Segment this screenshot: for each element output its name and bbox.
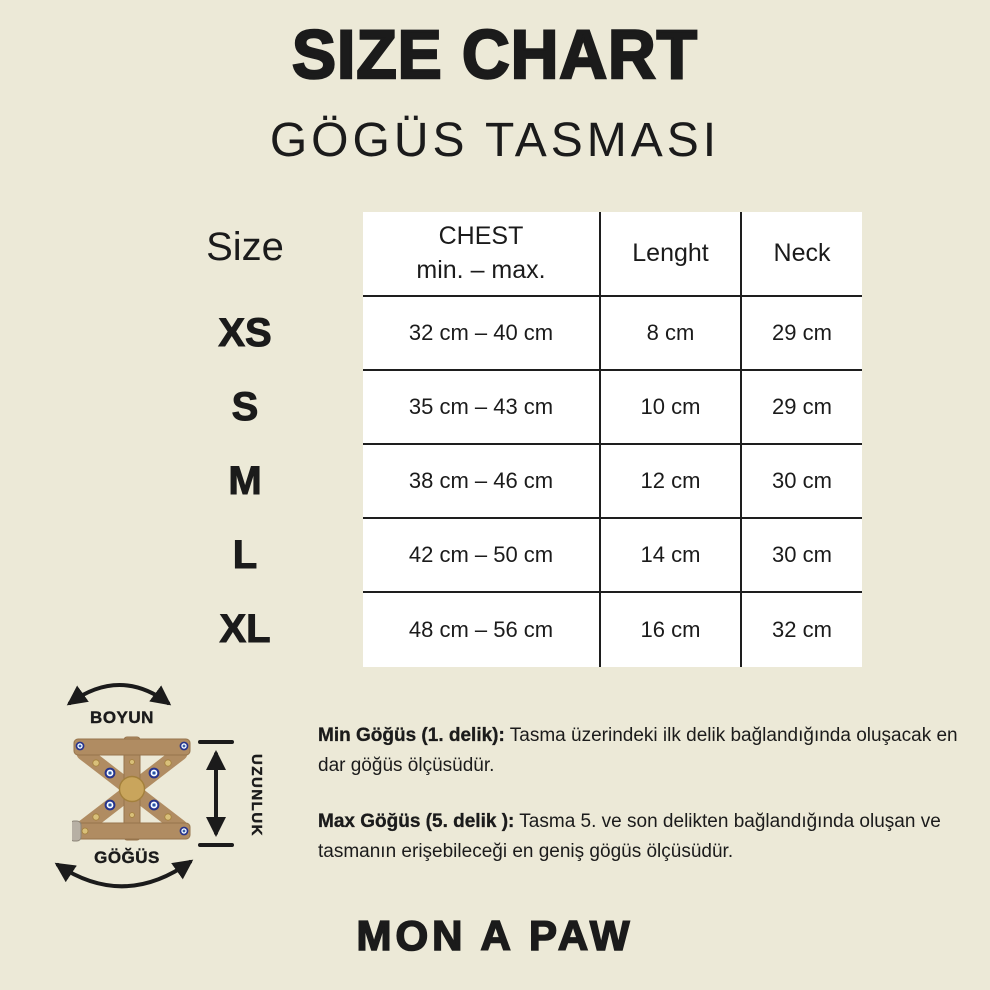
max-chest-note-title: Max Göğüs (5. delik ): [318,811,515,832]
harness-buckle [72,820,82,842]
harness-measure-diagram: BOYUN GÖĞÜS UZUNLUK [0,660,310,910]
cell-s-length: 10 cm [601,371,742,445]
size-label-m: M [228,459,262,504]
size-label-s: S [231,385,259,430]
cell-xl-neck: 32 cm [742,593,862,667]
cell-l-length: 14 cm [601,519,742,593]
cell-xl-chest: 48 cm – 56 cm [363,593,601,667]
min-chest-note-title: Min Göğüs (1. delik): [318,725,505,746]
brand-logo: MON A PAW [356,911,634,960]
harness-illustration [72,736,191,842]
header-cell-chest: CHEST min. – max. [363,212,601,297]
cell-xl-length: 16 cm [601,593,742,667]
min-chest-note-text: Tasma üzerindeki ilk delik bağlandığında… [318,725,958,776]
size-label-xs: XS [218,311,272,356]
size-table: CHEST min. – max. Lenght Neck 32 cm – 40… [363,212,862,667]
min-chest-note: Min Göğüs (1. delik): Tasma üzerindeki i… [318,721,976,781]
length-measure-label: UZUNLUK [248,753,265,837]
chest-header-line2: min. – max. [416,255,546,284]
harness-studs [81,759,172,835]
cell-m-chest: 38 cm – 46 cm [363,445,601,519]
header-cell-length: Lenght [601,212,742,297]
length-measure-arrow [198,740,234,847]
cell-m-neck: 30 cm [742,445,862,519]
cell-xs-chest: 32 cm – 40 cm [363,297,601,371]
max-chest-note: Max Göğüs (5. delik ): Tasma 5. ve son d… [318,807,976,867]
cell-l-chest: 42 cm – 50 cm [363,519,601,593]
page-subtitle: GÖGÜS TASMASI [269,114,721,167]
chest-curve-arrow [54,859,194,889]
chest-header-line1: CHEST [438,221,524,250]
harness-center-medallion [118,775,146,803]
evil-eye-beads [75,741,189,836]
size-label-l: L [232,533,258,578]
chest-measure-label: GÖĞÜS [94,848,160,867]
neck-curve-arrow [66,683,172,706]
measurement-notes: Min Göğüs (1. delik): Tasma üzerindeki i… [318,721,976,867]
size-label-xl: XL [219,607,271,652]
measure-arrows [54,683,234,889]
page-title: SIZE CHART [291,14,698,93]
cell-xs-neck: 29 cm [742,297,862,371]
max-chest-note-text: Tasma 5. ve son delikten bağlandığında o… [318,811,941,862]
size-column-header: Size [206,225,284,269]
cell-l-neck: 30 cm [742,519,862,593]
header-cell-neck: Neck [742,212,862,297]
cell-xs-length: 8 cm [601,297,742,371]
neck-measure-label: BOYUN [90,708,154,727]
cell-s-neck: 29 cm [742,371,862,445]
cell-m-length: 12 cm [601,445,742,519]
cell-s-chest: 35 cm – 43 cm [363,371,601,445]
